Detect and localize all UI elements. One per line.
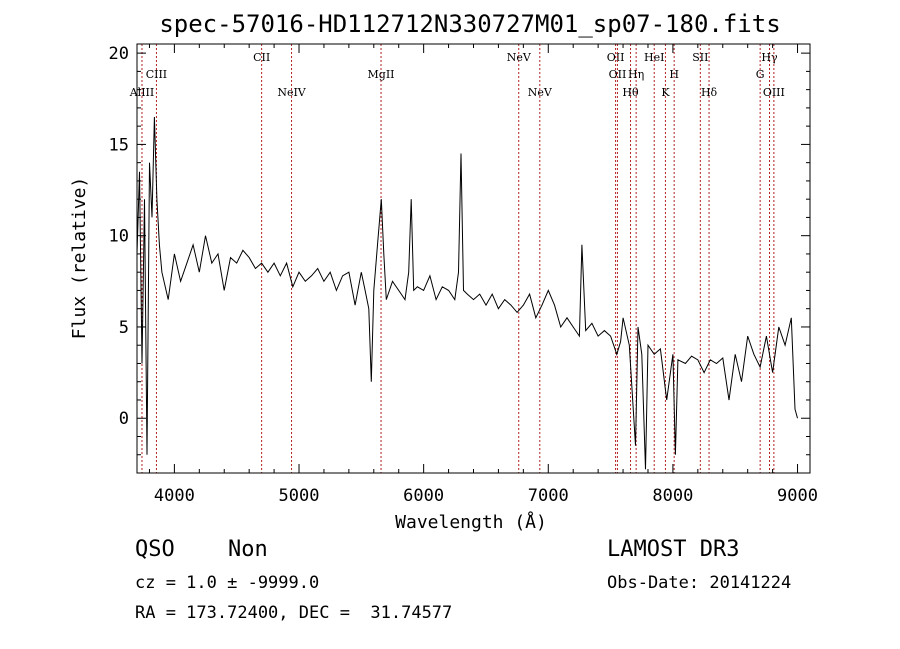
line-marker-label-k: K — [661, 86, 670, 99]
x-tick-label: 9000 — [777, 486, 818, 506]
spectrum-line — [136, 116, 798, 470]
line-marker-label-ciii: CIII — [146, 68, 167, 81]
line-marker-label-g: G — [756, 68, 765, 81]
line-marker-label-nev: NeV — [507, 51, 532, 64]
line-marker-label-neiv: NeIV — [277, 86, 306, 99]
y-axis-label: Flux (relative) — [69, 177, 90, 340]
line-marker-label-h: Hθ — [622, 86, 639, 99]
line-marker-label-h: Hγ — [761, 51, 778, 64]
x-axis: 4000 5000 6000 7000 8000 9000 — [148, 44, 818, 506]
obs-date: Obs-Date: 20141224 — [607, 573, 792, 593]
line-marker-label-h: H — [669, 68, 679, 81]
x-tick-label: 5000 — [279, 486, 320, 506]
y-axis: 0 5 10 15 20 — [109, 44, 810, 474]
line-marker-label-mgii: MgII — [368, 68, 395, 81]
line-marker-label-h: Hδ — [701, 86, 718, 99]
ra-dec: RA = 173.72400, DEC = 31.74577 — [135, 603, 453, 623]
x-tick-label: 8000 — [652, 486, 693, 506]
redshift-cz: cz = 1.0 ± -9999.0 — [135, 573, 320, 593]
survey-name: LAMOST DR3 — [607, 537, 740, 562]
line-marker-label-oii: OII — [607, 51, 625, 64]
y-tick-label: 5 — [119, 318, 129, 338]
object-class: QSO — [135, 537, 175, 562]
y-tick-label: 20 — [109, 44, 129, 64]
line-marker-label-hei: HeI — [644, 51, 664, 64]
x-tick-label: 4000 — [154, 486, 195, 506]
x-tick-label: 7000 — [528, 486, 569, 506]
spectrum-layer — [136, 116, 798, 470]
object-subclass: Non — [228, 537, 268, 562]
y-tick-label: 0 — [119, 409, 129, 429]
y-tick-label: 15 — [109, 135, 129, 155]
x-tick-label: 6000 — [403, 486, 444, 506]
line-marker-label-sii: SII — [692, 51, 708, 64]
line-marker-label-cii: CII — [253, 51, 270, 64]
line-marker-label-nev: NeV — [528, 86, 553, 99]
chart-title: spec-57016-HD112712N330727M01_sp07-180.f… — [159, 10, 780, 38]
y-tick-label: 10 — [109, 227, 129, 247]
line-marker-label-aliii: AlIII — [129, 86, 155, 99]
x-axis-label: Wavelength (Å) — [395, 511, 547, 533]
line-marker-label-oii: OII — [609, 68, 627, 81]
line-marker-label-oiii: OIII — [763, 86, 785, 99]
line-marker-label-h: Hη — [628, 68, 644, 81]
